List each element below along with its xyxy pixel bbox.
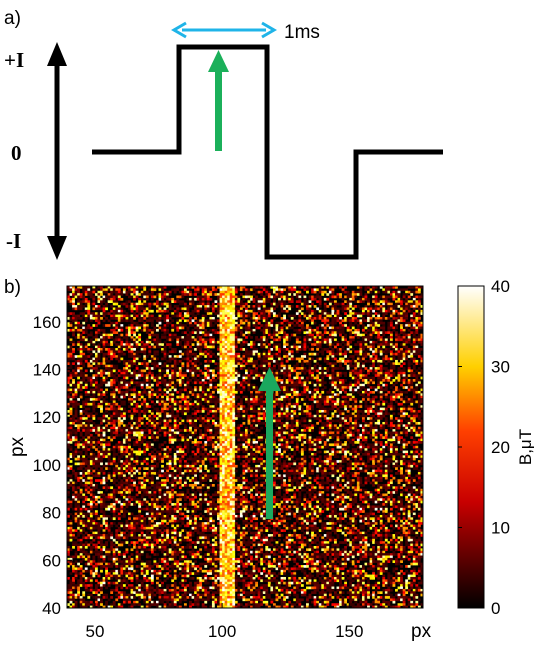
x-tick-label: 50: [86, 622, 105, 641]
duration-arrow: [171, 21, 277, 39]
y-tick-label: 120: [33, 408, 61, 427]
amplitude-axis-arrow: [47, 42, 67, 260]
x-axis-ticks: 50 100 150: [86, 603, 363, 641]
level-label-zero: 0: [11, 141, 22, 165]
y-axis-ticks: 40 60 80 100 120 140 160: [33, 313, 72, 618]
heatmap-cells: [67, 286, 424, 609]
heatmap: [67, 286, 424, 609]
current-direction-arrow-a: [208, 50, 229, 151]
y-tick-label: 160: [33, 313, 61, 332]
colorbar-tick-label: 0: [491, 599, 500, 618]
duration-label: 1ms: [284, 22, 320, 43]
colorbar-tick-label: 40: [491, 277, 510, 296]
current-direction-arrow-b: [258, 367, 281, 519]
y-axis-label: px: [7, 436, 28, 457]
level-label-plus-i: +I: [4, 48, 24, 72]
current-waveform: [92, 44, 443, 260]
y-tick-label: 140: [33, 360, 61, 379]
x-axis-label: px: [411, 621, 432, 642]
y-tick-label: 80: [42, 504, 61, 523]
colorbar-tick-label: 10: [491, 519, 510, 538]
colorbar-ticks: 0 10 20 30 40: [458, 277, 510, 618]
panel-a-label: a): [4, 8, 21, 29]
colorbar: [457, 285, 485, 609]
colorbar-tick-label: 30: [491, 358, 510, 377]
colorbar-tick-label: 20: [491, 438, 510, 457]
plot-frame: [66, 285, 424, 609]
y-tick-label: 100: [33, 456, 61, 475]
panel-b-label: b): [4, 277, 21, 298]
y-tick-label: 60: [42, 551, 61, 570]
x-tick-label: 150: [335, 622, 363, 641]
colorbar-label: B,μT: [516, 429, 535, 465]
level-label-minus-i: -I: [6, 229, 21, 253]
y-tick-label: 40: [42, 599, 61, 618]
x-tick-label: 100: [208, 622, 236, 641]
